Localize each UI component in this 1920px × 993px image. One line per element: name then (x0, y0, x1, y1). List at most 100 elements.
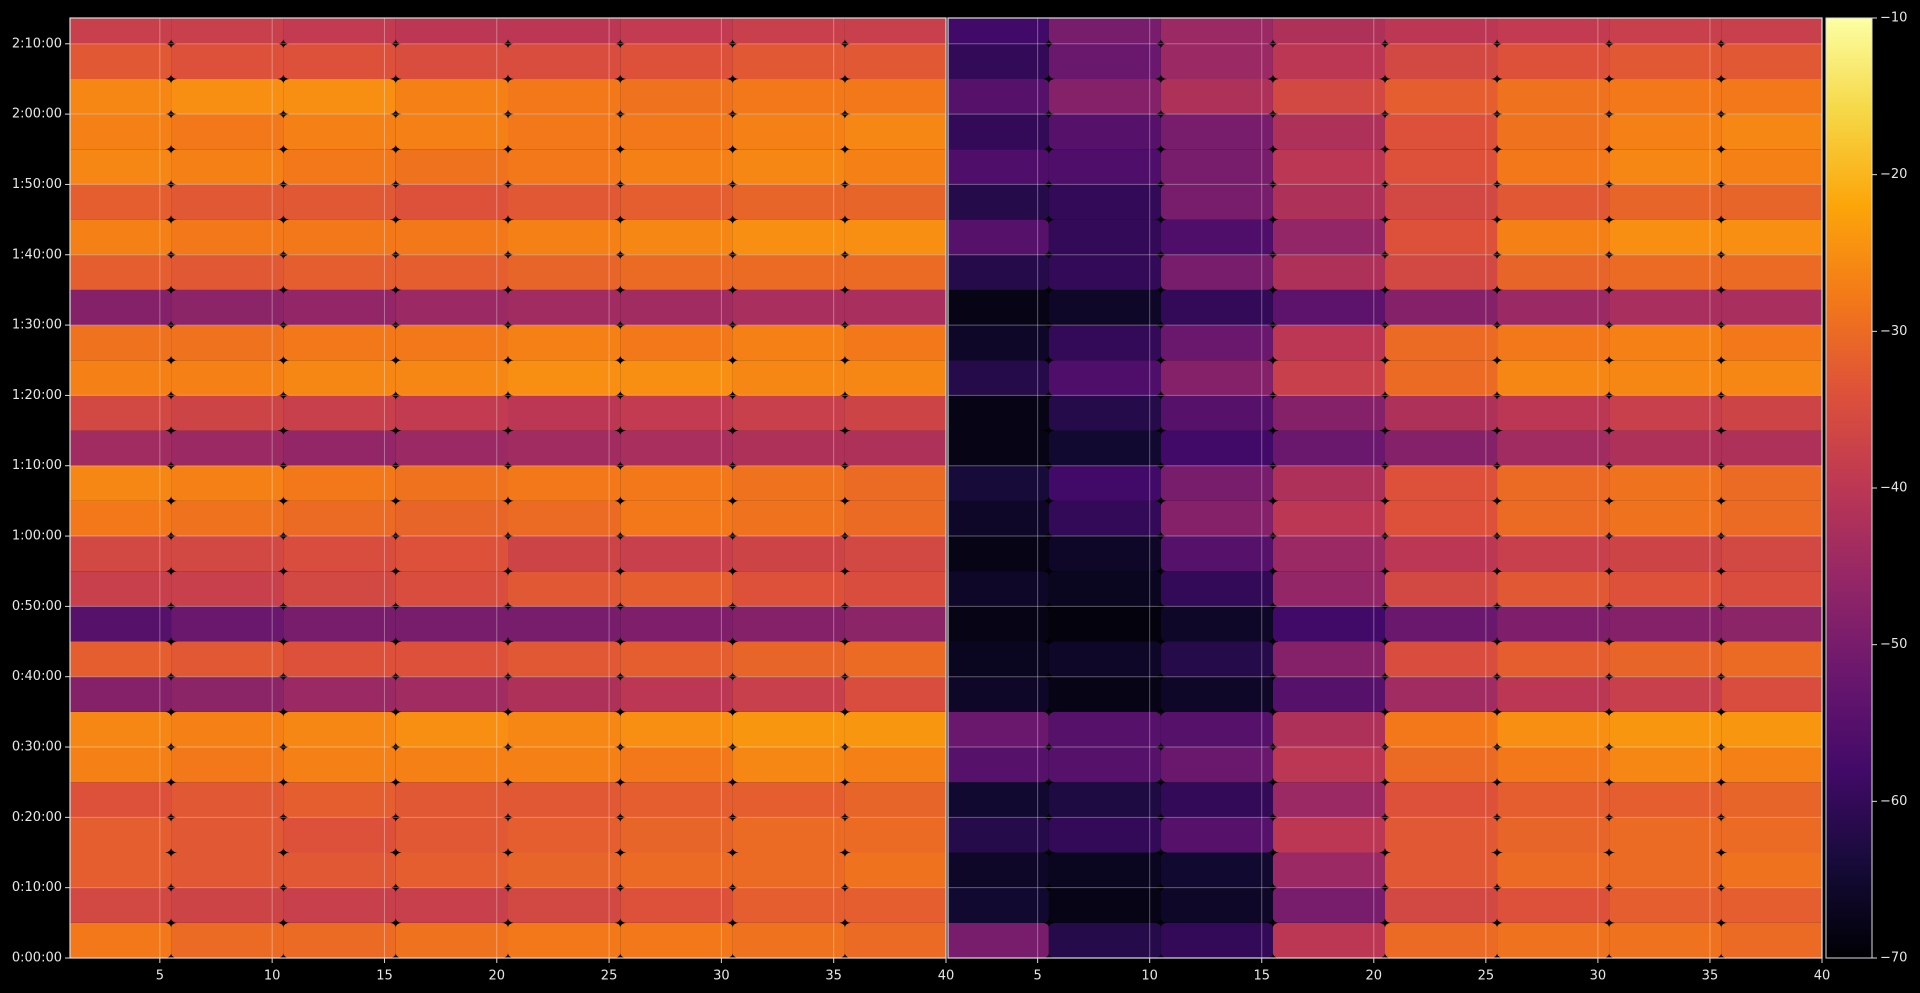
heat-cell (171, 289, 284, 326)
heat-cell (1048, 18, 1161, 44)
heat-cell (283, 606, 396, 642)
heat-cell (508, 325, 621, 361)
heat-cell (508, 571, 621, 607)
heat-cell (1385, 430, 1498, 466)
heat-cell (1609, 747, 1722, 783)
x-tick-label: 20 (488, 969, 505, 984)
heat-cell (283, 149, 396, 185)
heat-cell (283, 43, 396, 79)
heat-cell (1721, 184, 1822, 220)
heat-cell (283, 360, 396, 396)
heat-cell (844, 149, 946, 185)
heat-cell (70, 500, 172, 537)
heat-cell (1497, 782, 1610, 818)
heat-cell (508, 676, 621, 712)
heat-cell (620, 641, 733, 677)
heat-cell (620, 887, 733, 923)
heat-cell (1497, 430, 1610, 466)
y-tick-label: 1:00:00 (12, 529, 62, 544)
heat-cell (395, 78, 508, 115)
heat-cell (948, 676, 1049, 712)
heat-cell (1160, 43, 1273, 79)
heat-cell (1160, 254, 1273, 290)
y-tick-label: 1:20:00 (12, 388, 62, 403)
heat-cell (283, 465, 396, 501)
heat-cell (1272, 606, 1385, 642)
heat-cell (1497, 465, 1610, 501)
heat-cell (283, 18, 396, 44)
x-tick-label: 5 (1034, 969, 1042, 984)
heat-cell (1272, 887, 1385, 923)
y-tick-label: 0:00:00 (12, 951, 62, 966)
heat-cell (395, 184, 508, 220)
heat-cell (1272, 254, 1385, 290)
heat-cell (171, 676, 284, 712)
heat-cell (948, 641, 1049, 677)
heat-cell (1048, 325, 1161, 361)
heat-cell (395, 536, 508, 572)
heat-cell (1272, 219, 1385, 255)
heat-cell (171, 114, 284, 150)
heat-cell (1497, 676, 1610, 712)
heat-cell (620, 78, 733, 115)
heat-cell (1272, 149, 1385, 185)
heat-cell (171, 254, 284, 290)
heat-cell (70, 606, 172, 642)
heat-cell (1497, 500, 1610, 537)
heat-cell (620, 606, 733, 642)
heat-cell (171, 817, 284, 853)
heat-cell (1721, 395, 1822, 431)
heat-cell (1385, 325, 1498, 361)
heat-cell (508, 219, 621, 255)
heat-cell (1721, 254, 1822, 290)
heat-cell (732, 18, 845, 44)
heat-cell (508, 149, 621, 185)
heat-cell (508, 289, 621, 326)
heat-cell (395, 219, 508, 255)
heat-cell (1160, 184, 1273, 220)
heat-cell (70, 571, 172, 607)
heat-cell (1497, 18, 1610, 44)
heat-cell (1272, 571, 1385, 607)
heat-cell (620, 536, 733, 572)
heat-cell (1160, 149, 1273, 185)
heat-cell (732, 782, 845, 818)
heat-cell (620, 18, 733, 44)
heat-cell (283, 395, 396, 431)
heat-cell (171, 184, 284, 220)
heat-cell (70, 289, 172, 326)
heat-cell (1721, 149, 1822, 185)
axes-frame (947, 17, 1823, 959)
heat-cell (70, 430, 172, 466)
x-tick-label: 30 (713, 969, 730, 984)
heat-cell (1385, 606, 1498, 642)
heat-cell (1160, 711, 1273, 748)
heat-cell (844, 43, 946, 79)
heat-cell (171, 747, 284, 783)
heat-cell (844, 360, 946, 396)
heat-cell (1721, 817, 1822, 853)
heat-cell (171, 18, 284, 44)
heat-cell (1497, 149, 1610, 185)
heat-cell (1272, 360, 1385, 396)
heat-cell (1385, 395, 1498, 431)
heat-cell (1609, 325, 1722, 361)
heat-cell (732, 149, 845, 185)
heat-cell (283, 325, 396, 361)
heat-cell (70, 254, 172, 290)
heat-cell (508, 254, 621, 290)
heat-cell (1048, 114, 1161, 150)
colorbar-tick-label: −10 (1880, 11, 1907, 26)
heat-cell (1385, 500, 1498, 537)
heat-cell (1721, 887, 1822, 923)
heat-cell (732, 887, 845, 923)
heat-cell (1609, 114, 1722, 150)
heat-cell (1160, 887, 1273, 923)
heat-cell (171, 887, 284, 923)
heat-cell (948, 43, 1049, 79)
heat-cell (508, 536, 621, 572)
heat-cell (948, 78, 1049, 115)
colorbar-tick-label: −50 (1880, 637, 1907, 652)
heat-cell (1048, 184, 1161, 220)
heat-cell (620, 149, 733, 185)
